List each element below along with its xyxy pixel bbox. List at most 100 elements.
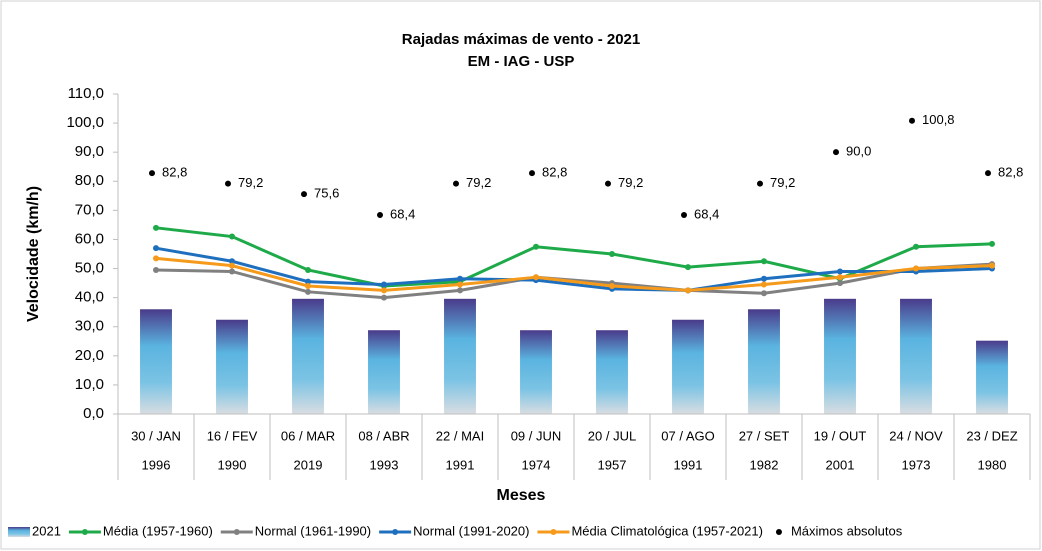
bar — [596, 330, 628, 414]
line-marker — [913, 243, 919, 250]
legend-label: Normal (1991-2020) — [413, 523, 529, 538]
x-tick-label: 09 / JUN — [511, 428, 562, 443]
line-marker — [761, 281, 767, 288]
line-marker — [153, 255, 159, 262]
y-tick-label: 70,0 — [75, 201, 104, 218]
x-tick-label: 27 / SET — [739, 428, 790, 443]
legend-label: Máximos absolutos — [791, 523, 903, 538]
x-tick-label: 20 / JUL — [588, 428, 636, 443]
line-marker — [761, 275, 767, 282]
data-label: 90,0 — [846, 144, 871, 159]
line-marker — [229, 233, 235, 240]
bar — [216, 319, 248, 414]
data-label: 79,2 — [770, 175, 795, 190]
point — [529, 170, 535, 177]
y-tick-label: 30,0 — [75, 318, 104, 335]
data-label: 75,6 — [314, 186, 339, 201]
point — [225, 180, 231, 187]
bar — [748, 309, 780, 414]
line-marker — [229, 268, 235, 275]
point — [377, 212, 383, 219]
bar — [520, 330, 552, 414]
legend-label: Normal (1961-1990) — [255, 523, 371, 538]
y-axis-title: Velocidade (km/h) — [25, 186, 42, 322]
line-marker — [533, 243, 539, 250]
x-tick-label: 24 / NOV — [889, 428, 943, 443]
legend-label: 2021 — [32, 523, 61, 538]
line-marker — [685, 287, 691, 294]
x-tick-year: 1996 — [142, 457, 171, 472]
data-label: 82,8 — [998, 165, 1023, 180]
point — [681, 212, 687, 219]
x-tick-year: 1980 — [978, 457, 1007, 472]
legend-swatch-marker — [81, 529, 88, 535]
line-marker — [381, 281, 387, 288]
data-label: 79,2 — [238, 175, 263, 190]
series-line — [155, 246, 993, 292]
line-marker — [837, 274, 843, 281]
line-marker — [153, 267, 159, 273]
line-marker — [381, 287, 387, 294]
bar — [672, 319, 704, 414]
data-label: 100,8 — [922, 112, 955, 127]
x-tick-year: 2019 — [294, 457, 323, 472]
bar — [824, 298, 856, 414]
x-tick-year: 1991 — [674, 457, 703, 472]
chart-subtitle: EM - IAG - USP — [468, 53, 575, 70]
point — [453, 180, 459, 187]
point — [149, 170, 155, 177]
x-tick-label: 16 / FEV — [207, 428, 258, 443]
legend-swatch-marker — [550, 529, 557, 535]
legend-swatch — [8, 527, 30, 537]
bar — [444, 298, 476, 414]
x-tick-label: 30 / JAN — [131, 428, 181, 443]
x-tick-label: 08 / ABR — [358, 428, 409, 443]
line-marker — [305, 278, 311, 285]
series-line — [155, 256, 993, 292]
line-marker — [609, 251, 615, 257]
line-marker — [457, 275, 463, 282]
line-marker — [913, 265, 919, 272]
y-tick-label: 90,0 — [75, 143, 104, 160]
legend-label: Média (1957-1960) — [103, 523, 213, 538]
x-tick-year: 1957 — [598, 457, 627, 472]
x-tick-year: 1991 — [446, 457, 475, 472]
legend-swatch — [775, 529, 782, 535]
line-marker — [229, 258, 235, 265]
y-tick-label: 20,0 — [75, 347, 104, 364]
line-marker — [609, 283, 615, 289]
line-marker — [457, 287, 463, 294]
line-marker — [685, 264, 691, 271]
x-tick-label: 07 / AGO — [661, 428, 714, 443]
y-tick-label: 100,0 — [66, 114, 104, 131]
data-label: 82,8 — [542, 165, 567, 180]
point — [757, 180, 763, 187]
line-marker — [533, 274, 539, 281]
y-tick-label: 10,0 — [75, 376, 104, 393]
y-tick-label: 80,0 — [75, 172, 104, 189]
line-marker — [989, 262, 995, 269]
line-marker — [761, 258, 767, 265]
bar — [368, 330, 400, 414]
x-tick-year: 1973 — [902, 457, 931, 472]
y-tick-label: 110,0 — [68, 85, 104, 102]
line-marker — [381, 294, 387, 301]
y-tick-label: 60,0 — [75, 230, 104, 247]
data-label: 82,8 — [162, 165, 187, 180]
chart-title: Rajadas máximas de vento - 2021 — [402, 31, 640, 48]
legend-swatch-marker — [233, 529, 240, 535]
y-tick-label: 0,0 — [83, 405, 104, 422]
bar — [292, 298, 324, 414]
x-tick-year: 1982 — [750, 457, 779, 472]
point — [909, 117, 915, 124]
legend-label: Média Climatológica (1957-2021) — [571, 523, 763, 538]
x-tick-year: 2001 — [826, 457, 855, 472]
series-line — [155, 226, 993, 288]
x-tick-label: 22 / MAI — [436, 428, 484, 443]
line-marker — [305, 267, 311, 273]
line-marker — [837, 268, 843, 275]
y-tick-label: 40,0 — [75, 289, 104, 306]
line-marker — [229, 262, 235, 269]
y-tick-label: 50,0 — [75, 260, 104, 277]
